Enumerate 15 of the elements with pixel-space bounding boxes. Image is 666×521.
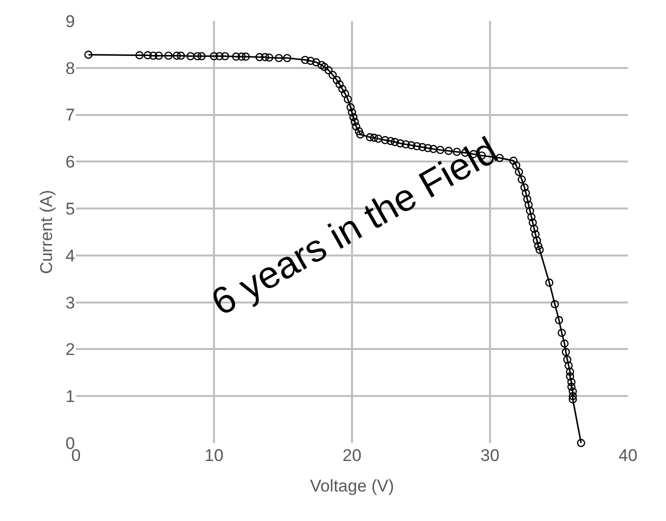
- y-tick-label: 5: [66, 200, 75, 219]
- x-tick-label: 10: [204, 446, 224, 465]
- y-axis-title: Current (A): [37, 190, 56, 274]
- y-tick-label: 4: [66, 246, 75, 266]
- y-tick-label: 8: [66, 58, 75, 78]
- y-tick-label: 6: [66, 152, 75, 172]
- y-tick-label: 3: [66, 293, 75, 312]
- x-axis-title: Voltage (V): [310, 476, 394, 496]
- y-tick-label: 2: [66, 340, 75, 360]
- x-tick-label: 30: [480, 446, 500, 465]
- x-tick-label: 20: [342, 446, 362, 465]
- y-tick-label: 9: [66, 12, 75, 31]
- x-tick-label: 40: [618, 446, 638, 465]
- y-tick-label: 1: [66, 387, 75, 406]
- y-tick-label: 7: [66, 106, 75, 125]
